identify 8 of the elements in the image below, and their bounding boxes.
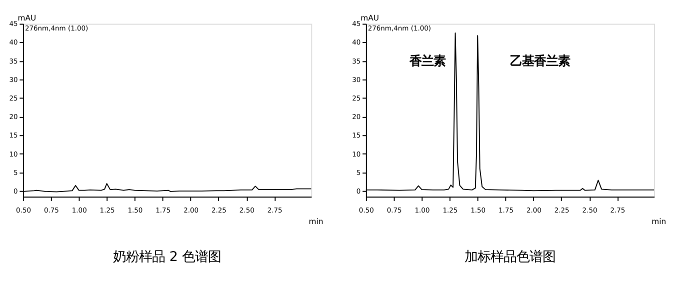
- annotation: 乙基香兰素: [510, 53, 570, 68]
- y-axis-title: mAU: [360, 13, 379, 22]
- text: 奶粉样品 2 色谱图: [113, 250, 222, 265]
- x-axis-title: min: [652, 217, 666, 226]
- text: 加标样品色谱图: [464, 250, 556, 265]
- y-axis-title: mAU: [18, 13, 36, 22]
- annotation: 香兰素: [408, 53, 446, 68]
- x-axis-title: min: [308, 217, 324, 226]
